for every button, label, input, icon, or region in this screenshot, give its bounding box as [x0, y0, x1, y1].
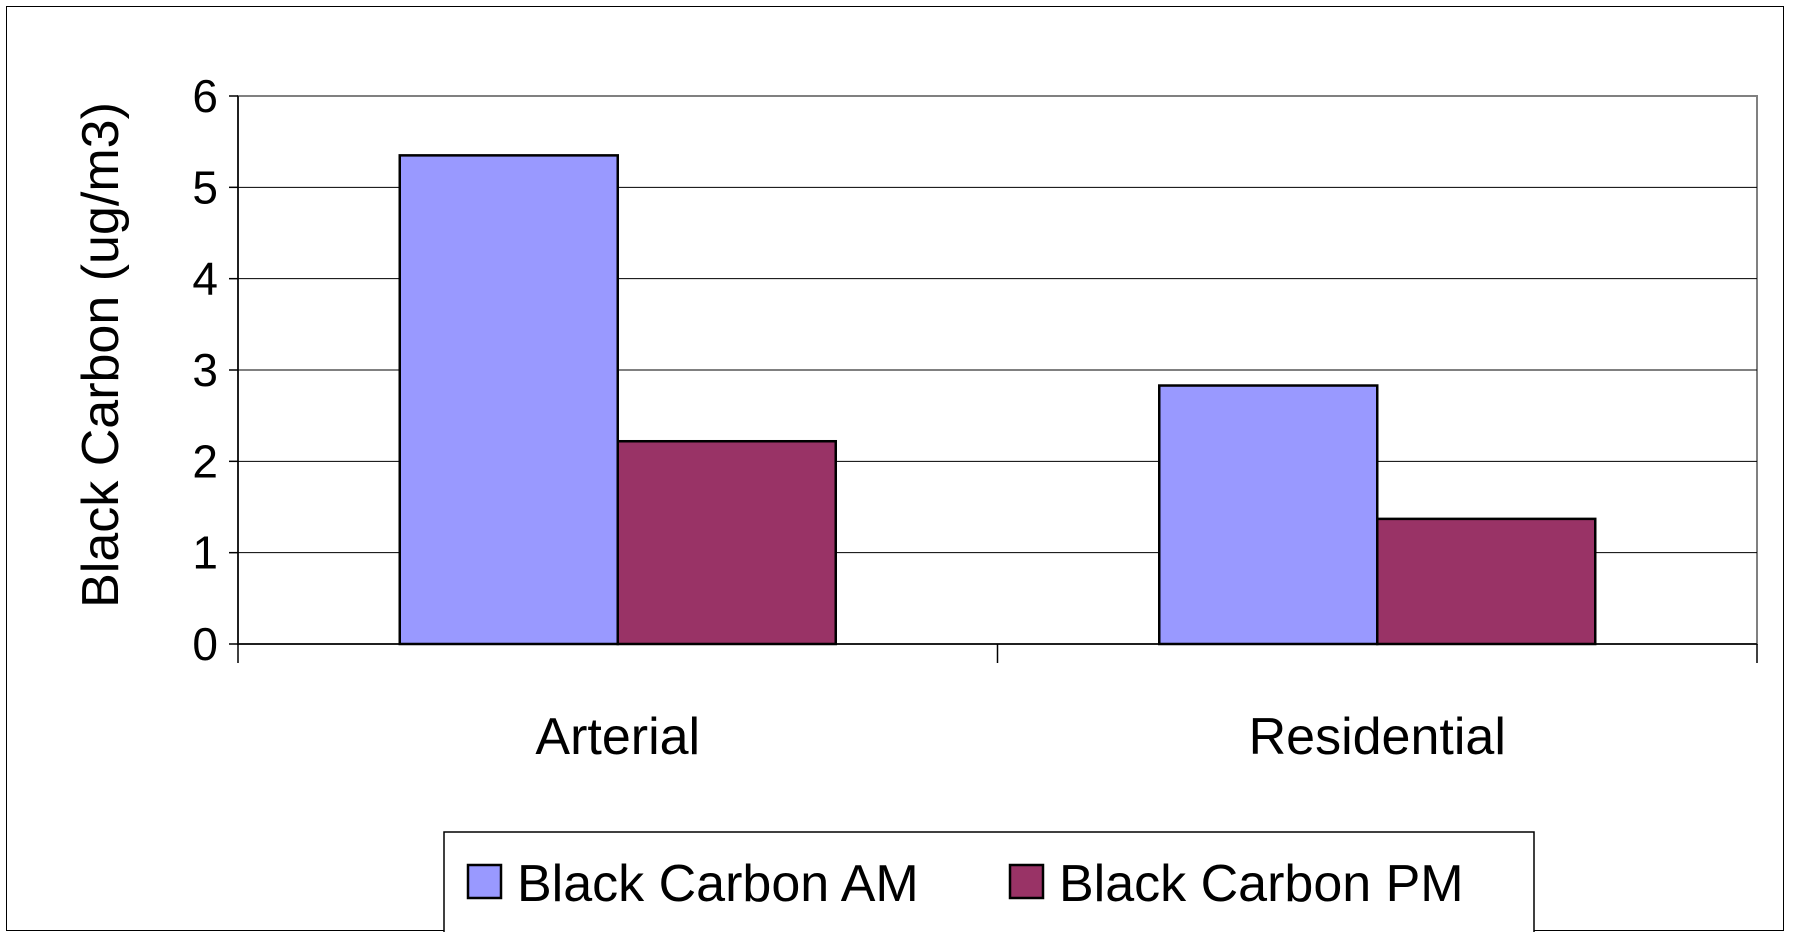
x-category-label: Residential [1249, 708, 1506, 766]
y-tick-label: 3 [192, 344, 218, 396]
y-axis-title: Black Carbon (ug/m3) [72, 102, 130, 608]
axis-labels: 0 1 2 3 4 5 6 Arterial Residential Black Carbon (… [72, 70, 1506, 766]
y-tick-label: 4 [192, 253, 218, 305]
bar-chart: 0 1 2 3 4 5 6 Arterial Residential Black Carbon (… [72, 70, 1758, 934]
y-tick-label: 2 [192, 435, 218, 487]
legend-label-am: Black Carbon AM [517, 855, 919, 913]
bar-am-1 [1158, 384, 1379, 646]
x-category-label: Arterial [535, 708, 700, 766]
legend-swatch-pm [1008, 863, 1045, 900]
legend-box [443, 831, 1535, 934]
legend-swatch-am [466, 863, 503, 900]
bar-pm-1 [1376, 517, 1597, 646]
chart-frame: 0 1 2 3 4 5 6 Arterial Residential Black Carbon (… [6, 6, 1784, 934]
axes [229, 95, 1758, 663]
y-tick-label: 0 [192, 618, 218, 670]
legend: Black Carbon AM Black Carbon PM [443, 831, 1535, 934]
y-tick-label: 1 [192, 527, 218, 579]
bars [398, 154, 1597, 646]
y-tick-label: 6 [192, 70, 218, 122]
y-tick-label: 5 [192, 161, 218, 213]
bar-pm-0 [616, 439, 837, 646]
legend-label-pm: Black Carbon PM [1059, 855, 1464, 913]
bar-am-0 [398, 154, 619, 646]
